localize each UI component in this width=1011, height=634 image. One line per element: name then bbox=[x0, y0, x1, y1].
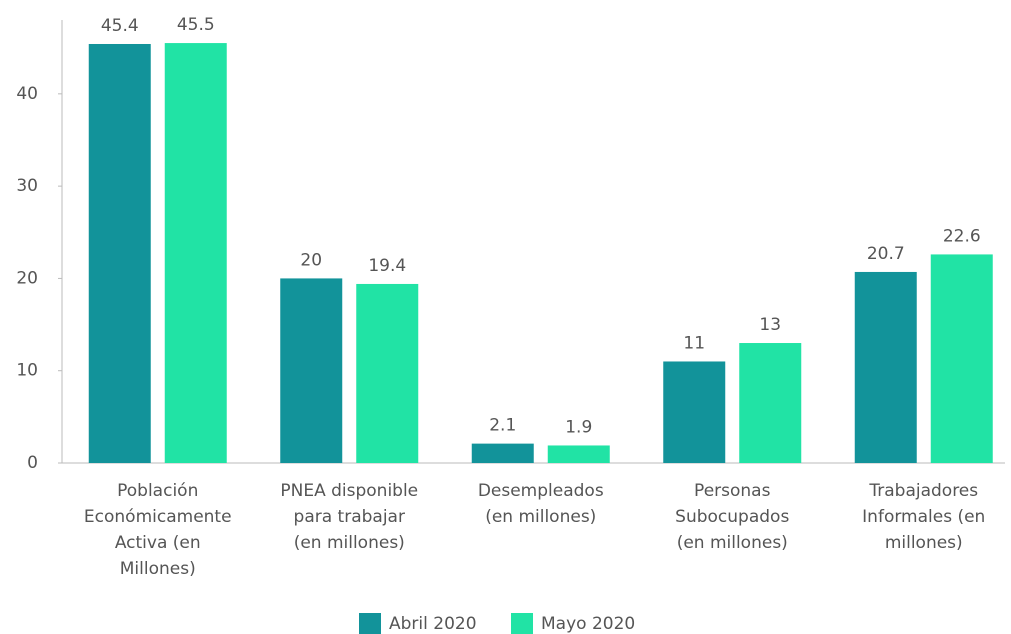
bar bbox=[471, 443, 534, 463]
y-tick-label: 30 bbox=[16, 176, 38, 196]
bar bbox=[663, 361, 726, 463]
x-tick-label: Trabajadores Informales (en millones) bbox=[862, 481, 986, 553]
value-label: 22.6 bbox=[943, 226, 981, 246]
bar bbox=[164, 43, 227, 464]
value-label: 45.5 bbox=[177, 15, 215, 35]
value-label: 1.9 bbox=[565, 417, 592, 437]
y-tick-label: 20 bbox=[16, 268, 38, 288]
bar bbox=[280, 278, 343, 463]
bar bbox=[930, 254, 993, 463]
legend-label: Mayo 2020 bbox=[541, 614, 635, 634]
bar bbox=[88, 43, 151, 463]
legend-label: Abril 2020 bbox=[389, 614, 477, 634]
value-label: 13 bbox=[759, 315, 781, 335]
value-label: 45.4 bbox=[101, 16, 139, 36]
value-label: 20 bbox=[300, 250, 322, 270]
x-tick-label: PNEA disponible para trabajar (en millon… bbox=[280, 481, 419, 553]
y-tick-label: 10 bbox=[16, 361, 38, 381]
bar bbox=[356, 283, 419, 463]
legend-swatch bbox=[359, 613, 381, 634]
value-label: 20.7 bbox=[867, 244, 905, 264]
x-tick-label: Desempleados (en millones) bbox=[477, 481, 604, 527]
value-label: 2.1 bbox=[489, 416, 516, 436]
value-label: 11 bbox=[683, 333, 705, 353]
legend-swatch bbox=[511, 613, 533, 634]
value-label: 19.4 bbox=[368, 256, 406, 276]
x-tick-label: Personas Subocupados (en millones) bbox=[675, 481, 790, 553]
bar bbox=[547, 445, 610, 463]
bar bbox=[739, 343, 802, 463]
y-tick-label: 0 bbox=[27, 453, 38, 473]
bar bbox=[854, 271, 917, 463]
y-tick-label: 40 bbox=[16, 84, 38, 104]
x-tick-label: Población Económicamente Activa (en Mill… bbox=[83, 481, 232, 579]
